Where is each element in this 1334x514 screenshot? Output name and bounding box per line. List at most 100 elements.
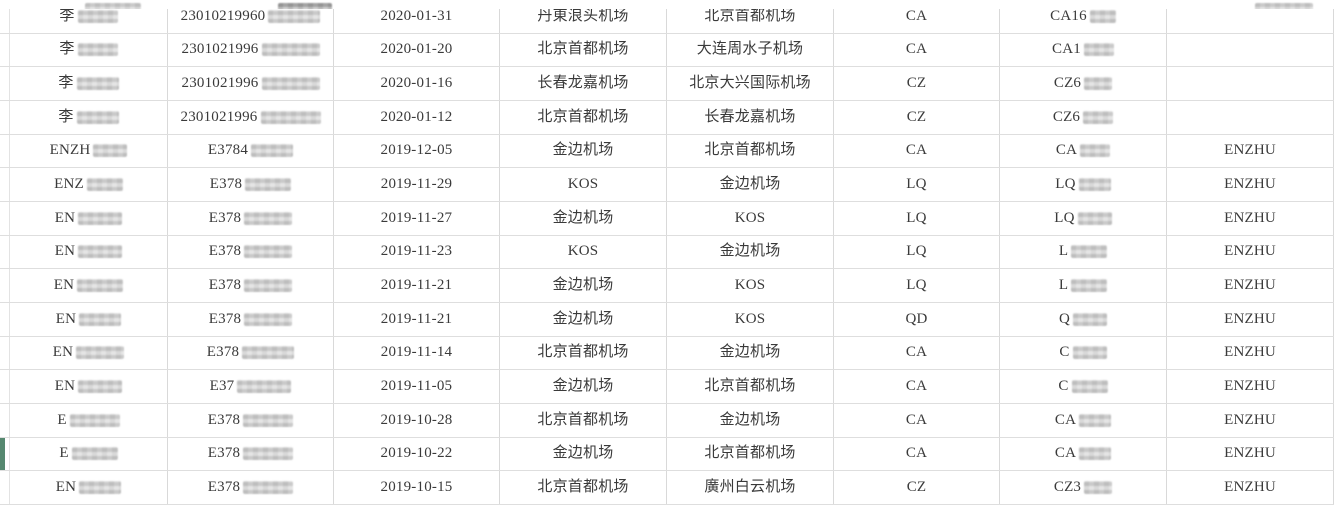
cell-id-number[interactable]: E378 (168, 403, 334, 437)
cell-departure-airport[interactable]: 北京首都机场 (500, 471, 667, 504)
cell-departure-airport[interactable]: 北京首都机场 (500, 100, 667, 134)
cell-passenger-tag[interactable]: ENZHU (1167, 370, 1334, 403)
cell-id-number[interactable]: E3784 (168, 134, 334, 168)
cell-passenger-tag[interactable]: ENZHU (1167, 168, 1334, 201)
cell-id-number[interactable]: E378 (168, 201, 334, 235)
cell-id-number[interactable]: E37 (168, 370, 334, 403)
cell-arrival-airport[interactable]: 金边机场 (667, 336, 834, 370)
cell-passenger-name[interactable]: E (10, 403, 168, 437)
cell-flight-date[interactable]: 2019-11-05 (334, 370, 500, 403)
cell-passenger-tag[interactable] (1167, 100, 1334, 134)
cell-airline-code[interactable]: CA (834, 33, 1000, 67)
cell-flight-date[interactable]: 2019-11-29 (334, 168, 500, 201)
cell-flight-date[interactable]: 2019-11-27 (334, 201, 500, 235)
cell-flight-number[interactable]: CA (1000, 437, 1167, 471)
cell-id-number[interactable]: E378 (168, 269, 334, 302)
cell-id-number[interactable]: E378 (168, 235, 334, 269)
cell-airline-code[interactable]: CZ (834, 100, 1000, 134)
cell-passenger-name[interactable]: 李 (10, 0, 168, 33)
cell-departure-airport[interactable]: KOS (500, 168, 667, 201)
cell-arrival-airport[interactable]: 大连周水子机场 (667, 33, 834, 67)
cell-passenger-tag[interactable]: ENZHU (1167, 471, 1334, 504)
cell-arrival-airport[interactable]: 北京首都机场 (667, 134, 834, 168)
cell-departure-airport[interactable]: KOS (500, 235, 667, 269)
cell-departure-airport[interactable]: 金边机场 (500, 302, 667, 336)
cell-flight-number[interactable]: C (1000, 370, 1167, 403)
cell-departure-airport[interactable]: 金边机场 (500, 269, 667, 302)
cell-airline-code[interactable]: LQ (834, 168, 1000, 201)
cell-departure-airport[interactable]: 长春龙嘉机场 (500, 67, 667, 100)
cell-passenger-name[interactable]: E (10, 437, 168, 471)
cell-flight-number[interactable]: CZ6 (1000, 100, 1167, 134)
cell-arrival-airport[interactable]: 廣州白云机场 (667, 471, 834, 504)
cell-flight-number[interactable]: LQ (1000, 168, 1167, 201)
cell-passenger-name[interactable]: EN (10, 336, 168, 370)
cell-arrival-airport[interactable]: KOS (667, 269, 834, 302)
cell-flight-date[interactable]: 2019-11-21 (334, 269, 500, 302)
cell-flight-number[interactable]: CA16 (1000, 0, 1167, 33)
cell-passenger-name[interactable]: EN (10, 269, 168, 302)
cell-flight-number[interactable]: L (1000, 235, 1167, 269)
cell-airline-code[interactable]: LQ (834, 201, 1000, 235)
cell-flight-date[interactable]: 2020-01-20 (334, 33, 500, 67)
cell-id-number[interactable]: E378 (168, 336, 334, 370)
cell-airline-code[interactable]: CA (834, 134, 1000, 168)
cell-passenger-tag[interactable] (1167, 33, 1334, 67)
cell-passenger-name[interactable]: ENZH (10, 134, 168, 168)
cell-id-number[interactable]: E378 (168, 168, 334, 201)
cell-flight-date[interactable]: 2019-10-28 (334, 403, 500, 437)
cell-flight-date[interactable]: 2019-12-05 (334, 134, 500, 168)
cell-arrival-airport[interactable]: 北京首都机场 (667, 437, 834, 471)
cell-passenger-name[interactable]: 李 (10, 33, 168, 67)
cell-airline-code[interactable]: CA (834, 437, 1000, 471)
cell-arrival-airport[interactable]: 长春龙嘉机场 (667, 100, 834, 134)
cell-airline-code[interactable]: CA (834, 336, 1000, 370)
cell-passenger-tag[interactable]: ENZHU (1167, 302, 1334, 336)
cell-flight-number[interactable]: L (1000, 269, 1167, 302)
cell-airline-code[interactable]: CA (834, 0, 1000, 33)
cell-arrival-airport[interactable]: 北京首都机场 (667, 0, 834, 33)
cell-passenger-tag[interactable]: ENZHU (1167, 336, 1334, 370)
cell-flight-date[interactable]: 2020-01-31 (334, 0, 500, 33)
cell-id-number[interactable]: E378 (168, 302, 334, 336)
cell-flight-date[interactable]: 2019-10-15 (334, 471, 500, 504)
cell-passenger-tag[interactable]: ENZHU (1167, 201, 1334, 235)
cell-passenger-tag[interactable]: ENZHU (1167, 403, 1334, 437)
cell-flight-date[interactable]: 2020-01-16 (334, 67, 500, 100)
cell-flight-number[interactable]: CZ6 (1000, 67, 1167, 100)
cell-airline-code[interactable]: CZ (834, 471, 1000, 504)
cell-flight-number[interactable]: Q (1000, 302, 1167, 336)
cell-passenger-name[interactable]: EN (10, 235, 168, 269)
cell-passenger-tag[interactable] (1167, 67, 1334, 100)
cell-flight-date[interactable]: 2019-10-22 (334, 437, 500, 471)
cell-flight-date[interactable]: 2019-11-23 (334, 235, 500, 269)
cell-id-number[interactable]: E378 (168, 437, 334, 471)
cell-id-number[interactable]: E378 (168, 471, 334, 504)
cell-arrival-airport[interactable]: KOS (667, 302, 834, 336)
cell-airline-code[interactable]: LQ (834, 269, 1000, 302)
cell-id-number[interactable]: 2301021996 (168, 33, 334, 67)
cell-arrival-airport[interactable]: 北京首都机场 (667, 370, 834, 403)
cell-passenger-name[interactable]: 李 (10, 67, 168, 100)
cell-passenger-tag[interactable]: ENZHU (1167, 134, 1334, 168)
cell-passenger-name[interactable]: EN (10, 370, 168, 403)
cell-flight-number[interactable]: CA (1000, 134, 1167, 168)
cell-departure-airport[interactable]: 北京首都机场 (500, 403, 667, 437)
cell-flight-number[interactable]: CZ3 (1000, 471, 1167, 504)
cell-passenger-name[interactable]: ENZ (10, 168, 168, 201)
cell-arrival-airport[interactable]: KOS (667, 201, 834, 235)
cell-airline-code[interactable]: CA (834, 370, 1000, 403)
cell-passenger-name[interactable]: EN (10, 201, 168, 235)
cell-departure-airport[interactable]: 金边机场 (500, 134, 667, 168)
cell-airline-code[interactable]: CZ (834, 67, 1000, 100)
cell-flight-number[interactable]: CA (1000, 403, 1167, 437)
cell-id-number[interactable]: 23010219960 (168, 0, 334, 33)
cell-departure-airport[interactable]: 金边机场 (500, 370, 667, 403)
cell-departure-airport[interactable]: 金边机场 (500, 437, 667, 471)
cell-arrival-airport[interactable]: 金边机场 (667, 235, 834, 269)
cell-airline-code[interactable]: CA (834, 403, 1000, 437)
cell-flight-number[interactable]: C (1000, 336, 1167, 370)
cell-passenger-name[interactable]: EN (10, 302, 168, 336)
cell-departure-airport[interactable]: 北京首都机场 (500, 336, 667, 370)
cell-passenger-tag[interactable]: ENZHU (1167, 437, 1334, 471)
